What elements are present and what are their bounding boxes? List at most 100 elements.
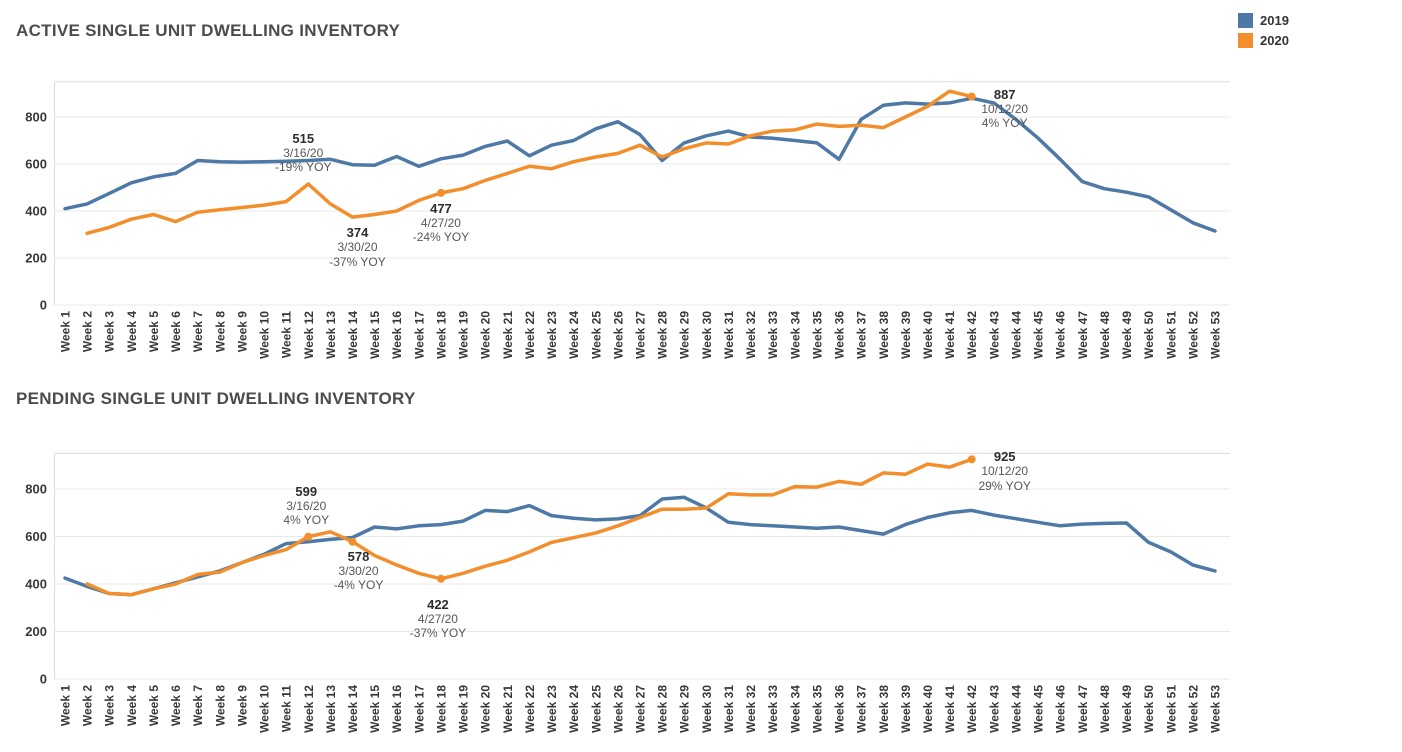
data-point-marker[interactable] — [436, 188, 445, 197]
x-axis-tick-label: Week 37 — [855, 685, 869, 733]
x-axis-tick-label: Week 23 — [545, 311, 559, 359]
x-axis-tick-label: Week 12 — [302, 311, 316, 359]
y-axis-tick-label: 200 — [25, 251, 47, 266]
x-axis-tick-label: Week 48 — [1098, 685, 1112, 733]
x-axis-tick-label: Week 9 — [235, 311, 249, 352]
x-axis-tick-label: Week 51 — [1164, 311, 1178, 359]
series-line-2019[interactable] — [63, 96, 1217, 233]
legend-item-2019[interactable]: 2019 — [1238, 13, 1289, 28]
x-axis-tick-label: Week 36 — [833, 685, 847, 733]
y-axis-tick-label: 0 — [40, 672, 47, 687]
x-axis-tick-label: Week 10 — [258, 311, 272, 359]
x-axis-tick-label: Week 22 — [523, 311, 537, 359]
x-axis-tick-label: Week 53 — [1208, 685, 1222, 733]
x-axis-tick-label: Week 39 — [899, 311, 913, 359]
x-axis-tick-label: Week 11 — [280, 685, 294, 732]
x-axis-tick-label: Week 34 — [788, 685, 802, 733]
x-axis-tick-label: Week 3 — [103, 685, 117, 726]
x-axis-tick-label: Week 4 — [125, 311, 139, 352]
x-axis-tick-label: Week 15 — [368, 311, 382, 359]
x-axis-tick-label: Week 52 — [1186, 311, 1200, 359]
legend-label: 2020 — [1260, 33, 1289, 48]
data-point-marker[interactable] — [436, 574, 445, 583]
x-axis-tick-label: Week 50 — [1142, 311, 1156, 359]
x-axis-tick-label: Week 15 — [368, 685, 382, 733]
x-axis-tick-label: Week 33 — [766, 685, 780, 733]
series-line-2019[interactable] — [63, 495, 1217, 597]
x-axis-tick-label: Week 5 — [147, 311, 161, 352]
x-axis-tick-label: Week 8 — [213, 311, 227, 352]
x-axis-tick-label: Week 29 — [678, 311, 692, 359]
y-axis-tick-label: 600 — [25, 157, 47, 172]
series-line-2020[interactable] — [85, 457, 974, 597]
x-axis-tick-label: Week 26 — [611, 311, 625, 359]
x-axis-tick-label: Week 13 — [324, 685, 338, 733]
x-axis-tick-label: Week 49 — [1120, 685, 1134, 733]
x-axis-tick-label: Week 19 — [457, 311, 471, 359]
data-point-marker[interactable] — [967, 92, 976, 101]
x-axis-tick-label: Week 43 — [987, 311, 1001, 359]
x-axis-tick-label: Week 32 — [744, 685, 758, 733]
x-axis-tick-label: Week 25 — [589, 311, 603, 359]
x-axis-tick-label: Week 1 — [59, 685, 73, 726]
x-axis-tick-label: Week 12 — [302, 685, 316, 733]
x-axis-tick-label: Week 7 — [191, 685, 205, 726]
x-axis-tick-label: Week 18 — [434, 685, 448, 733]
x-axis-tick-label: Week 44 — [1009, 685, 1023, 733]
legend-swatch-2020 — [1238, 33, 1253, 48]
chart-title-pending-inventory: PENDING SINGLE UNIT DWELLING INVENTORY — [16, 389, 416, 408]
y-axis-tick-label: 800 — [25, 482, 47, 497]
x-axis-tick-label: Week 30 — [700, 685, 714, 733]
x-axis-tick-label: Week 37 — [855, 311, 869, 359]
x-axis-tick-label: Week 33 — [766, 311, 780, 359]
x-axis-tick-label: Week 14 — [346, 685, 360, 733]
x-axis-tick-label: Week 7 — [191, 311, 205, 352]
x-axis-tick-label: Week 35 — [810, 311, 824, 359]
x-axis-tick-label: Week 52 — [1186, 685, 1200, 733]
x-axis-tick-label: Week 22 — [523, 685, 537, 733]
x-axis-tick-label: Week 29 — [678, 685, 692, 733]
data-point-marker[interactable] — [348, 537, 357, 546]
x-axis-tick-label: Week 4 — [125, 685, 139, 726]
y-axis-tick-label: 200 — [25, 624, 47, 639]
legend-item-2020[interactable]: 2020 — [1238, 33, 1289, 48]
x-axis-tick-label: Week 49 — [1120, 311, 1134, 359]
x-axis-tick-label: Week 20 — [479, 685, 493, 733]
x-axis-tick-label: Week 25 — [589, 685, 603, 733]
x-axis-tick-label: Week 46 — [1054, 685, 1068, 733]
x-axis-tick-label: Week 35 — [810, 685, 824, 733]
y-axis-tick-label: 800 — [25, 110, 47, 125]
x-axis-tick-label: Week 31 — [722, 685, 736, 733]
x-axis-tick-label: Week 46 — [1054, 311, 1068, 359]
x-axis-tick-label: Week 45 — [1032, 311, 1046, 359]
x-axis-tick-label: Week 51 — [1164, 685, 1178, 733]
x-axis-tick-label: Week 11 — [280, 311, 294, 358]
data-point-marker[interactable] — [967, 455, 976, 464]
x-axis-tick-label: Week 42 — [965, 311, 979, 359]
x-axis-tick-label: Week 41 — [943, 311, 957, 359]
x-axis-tick-label: Week 44 — [1009, 311, 1023, 359]
legend-swatch-2019 — [1238, 13, 1253, 28]
x-axis-tick-label: Week 21 — [501, 685, 515, 733]
x-axis-tick-label: Week 40 — [921, 311, 935, 359]
x-axis-tick-label: Week 24 — [567, 311, 581, 359]
x-axis-tick-label: Week 18 — [434, 311, 448, 359]
series-line-2020[interactable] — [85, 89, 974, 236]
x-axis-tick-label: Week 14 — [346, 311, 360, 359]
x-axis-tick-label: Week 16 — [390, 685, 404, 733]
data-point-marker[interactable] — [304, 532, 313, 541]
x-axis-tick-label: Week 16 — [390, 311, 404, 359]
x-axis-tick-label: Week 27 — [633, 685, 647, 733]
x-axis-tick-label: Week 28 — [656, 311, 670, 359]
y-axis-tick-label: 0 — [40, 298, 47, 313]
x-axis-tick-label: Week 27 — [633, 311, 647, 359]
x-axis-tick-label: Week 45 — [1032, 685, 1046, 733]
x-axis-tick-label: Week 17 — [412, 685, 426, 733]
x-axis-tick-label: Week 2 — [81, 685, 95, 726]
x-axis-tick-label: Week 24 — [567, 685, 581, 733]
x-axis-tick-label: Week 19 — [457, 685, 471, 733]
x-axis-tick-label: Week 31 — [722, 311, 736, 359]
x-axis-tick-label: Week 38 — [877, 685, 891, 733]
y-axis-tick-label: 400 — [25, 204, 47, 219]
